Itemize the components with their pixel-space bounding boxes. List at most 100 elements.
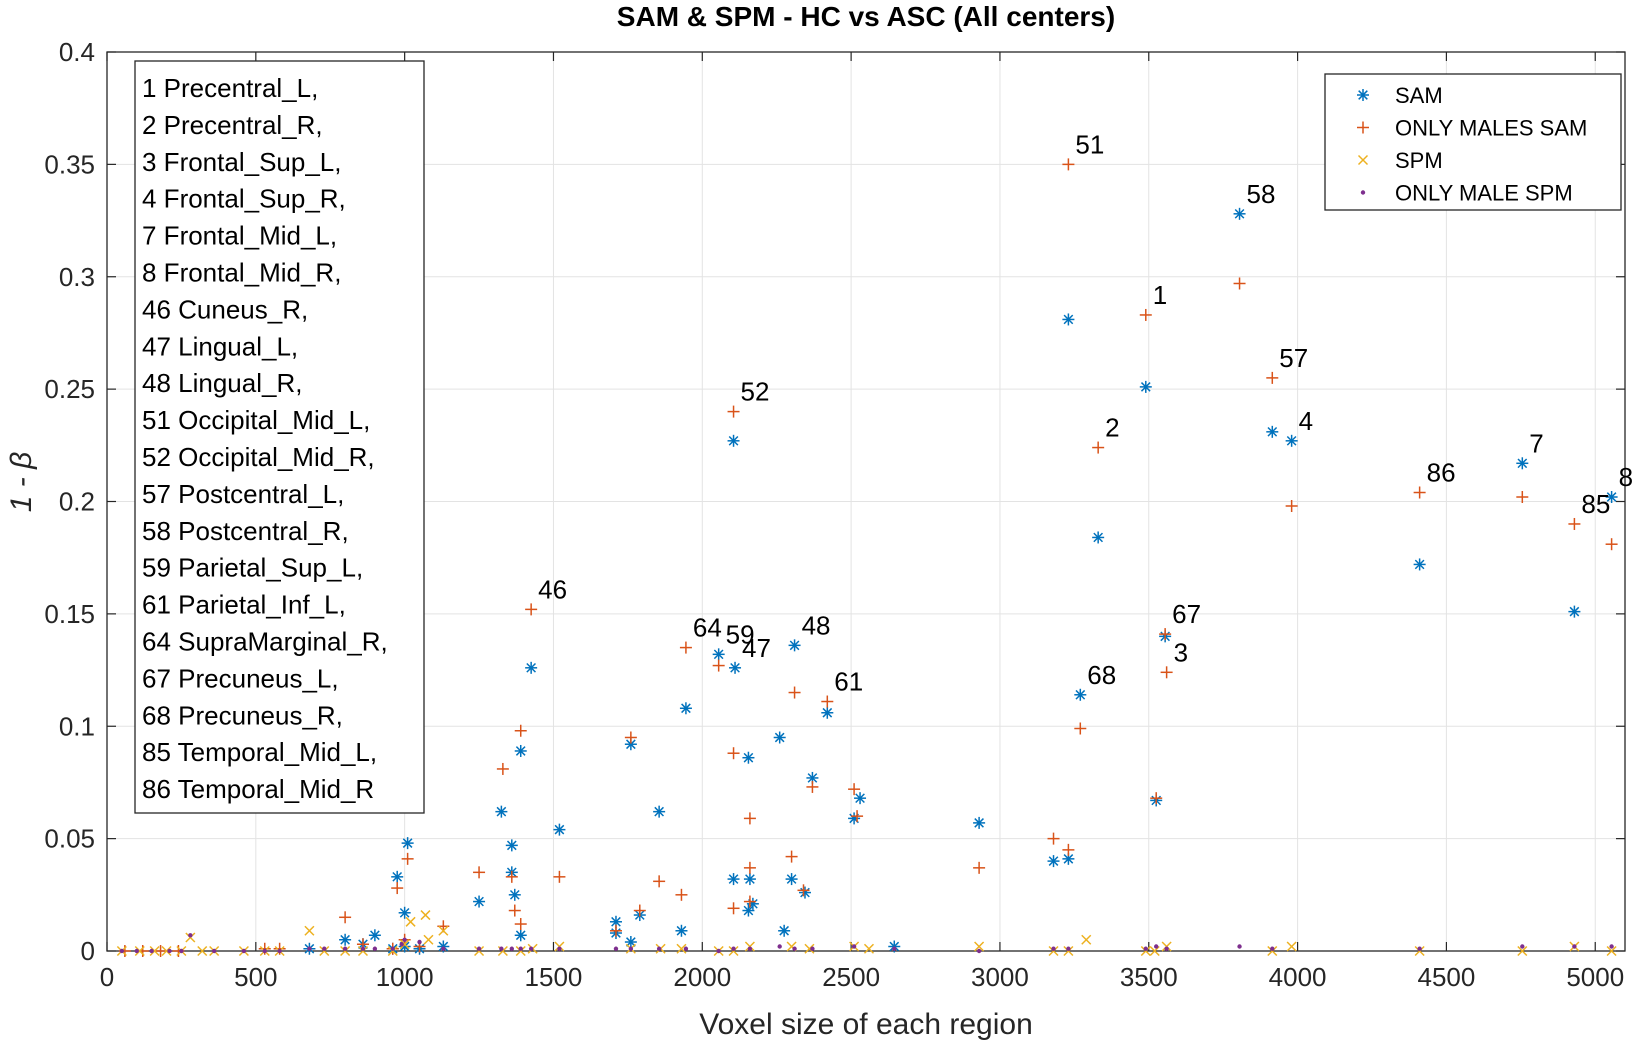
y-tick-label: 0	[81, 936, 95, 966]
data-point	[1605, 491, 1618, 504]
data-point	[167, 948, 172, 954]
data-point	[1237, 944, 1242, 949]
point-label: 51	[1075, 129, 1104, 159]
region-list-box: 1 Precentral_L, 2 Precentral_R, 3 Frontal_…	[134, 60, 425, 814]
data-point	[496, 762, 509, 775]
point-label: 46	[538, 574, 567, 604]
data-point	[197, 945, 208, 957]
point-label: 85	[1581, 489, 1610, 519]
data-point	[679, 702, 692, 715]
data-point	[676, 943, 687, 954]
data-point	[609, 924, 622, 937]
data-point	[727, 902, 740, 915]
data-point	[509, 946, 514, 951]
region-list-item: 7 Frontal_Mid_L,	[142, 221, 337, 251]
data-point	[360, 946, 366, 951]
data-point	[1413, 558, 1426, 571]
data-point	[1266, 425, 1279, 438]
data-point	[854, 792, 867, 805]
data-point	[372, 946, 378, 951]
data-point	[728, 945, 739, 957]
series-sam	[303, 207, 1618, 955]
legend-entry: SAM	[1395, 83, 1443, 108]
data-point	[653, 875, 666, 888]
region-list-item: 51 Occipital_Mid_L,	[142, 405, 370, 435]
data-point	[777, 944, 782, 949]
region-list-item: 46 Cuneus_R,	[142, 294, 308, 324]
legend: SAM ONLY MALES SAM SPM ONLY MALE SPM	[1324, 73, 1622, 211]
data-point	[1047, 832, 1060, 845]
data-point	[554, 941, 565, 952]
data-point	[675, 924, 688, 937]
data-point	[357, 945, 369, 957]
data-point	[420, 910, 431, 921]
data-point	[804, 943, 815, 954]
data-point	[438, 925, 449, 936]
data-point	[1164, 946, 1169, 951]
y-tick-label: 0.25	[44, 374, 95, 404]
data-point	[656, 946, 662, 951]
data-point	[340, 945, 351, 957]
data-point	[441, 946, 446, 951]
data-point	[505, 870, 518, 883]
point-label: 57	[1279, 343, 1308, 373]
y-tick-label: 0.4	[59, 37, 95, 67]
data-point	[368, 929, 381, 942]
data-point	[339, 933, 352, 946]
data-point	[307, 946, 312, 951]
data-point	[514, 724, 527, 737]
data-point	[851, 810, 864, 823]
data-point	[390, 946, 395, 951]
legend-entry: ONLY MALES SAM	[1395, 116, 1587, 141]
data-point	[1074, 722, 1087, 735]
data-point	[1160, 666, 1173, 679]
x-tick-label: 5000	[1566, 962, 1624, 992]
data-point	[712, 648, 725, 661]
data-point	[1139, 308, 1152, 321]
data-point	[1520, 944, 1525, 949]
data-point	[508, 904, 521, 917]
y-tick-label: 0.1	[59, 711, 95, 741]
series-only-males-sam	[118, 158, 1618, 957]
data-point	[557, 946, 562, 951]
data-point	[322, 946, 327, 951]
data-point	[743, 812, 756, 825]
data-point	[788, 686, 801, 699]
region-list-item: 1 Precentral_L,	[142, 73, 318, 103]
data-point	[515, 945, 526, 957]
data-point	[731, 946, 736, 951]
data-point	[473, 866, 486, 879]
data-point	[788, 639, 801, 652]
region-list-item: 68 Precuneus_R,	[142, 700, 343, 730]
region-list-item: 2 Precentral_R,	[142, 110, 323, 140]
data-point	[179, 948, 184, 954]
data-point	[402, 937, 407, 942]
data-point	[553, 823, 566, 836]
x-tick-label: 4500	[1417, 962, 1475, 992]
data-point	[1285, 499, 1298, 512]
y-axis-label: 1 - β	[5, 452, 38, 512]
data-point	[211, 948, 217, 954]
point-label: 52	[741, 377, 770, 407]
data-point	[399, 939, 410, 950]
data-point	[1233, 277, 1246, 290]
x-tick-label: 3000	[971, 962, 1029, 992]
data-point	[1572, 944, 1577, 949]
y-tick-label: 0.3	[59, 262, 95, 292]
x-tick-label: 0	[100, 962, 114, 992]
data-point	[319, 945, 330, 957]
data-point	[342, 946, 348, 951]
y-tick-label: 0.15	[44, 599, 95, 629]
legend-marker	[1357, 89, 1369, 101]
data-point	[1062, 852, 1075, 865]
legend-marker	[1360, 190, 1366, 195]
data-point	[743, 861, 756, 874]
data-point	[1140, 945, 1151, 957]
data-point	[613, 946, 619, 951]
y-tick-label: 0.2	[59, 487, 95, 517]
data-point	[405, 916, 416, 927]
point-label: 48	[802, 610, 831, 640]
data-point	[399, 942, 404, 947]
legend-frame	[1324, 73, 1622, 211]
data-point	[1270, 946, 1275, 951]
